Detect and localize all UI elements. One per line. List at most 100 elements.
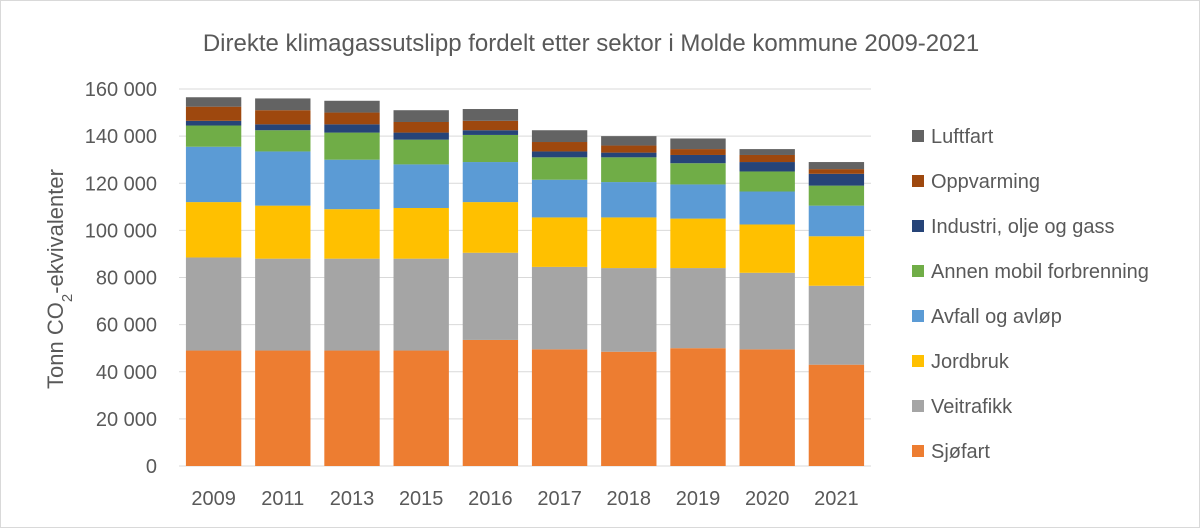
legend-swatch (912, 400, 924, 412)
bar-segment (462, 162, 519, 203)
x-tick-label: 2011 (261, 488, 304, 510)
bar-segment (255, 130, 311, 152)
bar-segment (462, 339, 519, 466)
bar-segment (531, 217, 588, 267)
bar-segment (531, 142, 588, 152)
bar-segment (393, 207, 449, 259)
bar-segment (393, 132, 449, 140)
x-tick-label: 2013 (330, 488, 375, 510)
bars (185, 97, 865, 466)
bar-segment (185, 146, 242, 203)
bar-segment (739, 171, 795, 192)
bar-segment (531, 130, 588, 143)
legend-label: Veitrafikk (931, 396, 1013, 418)
bar-segment (324, 258, 380, 351)
bar-segment (739, 162, 795, 172)
legend-swatch (912, 130, 924, 142)
bar-segment (393, 258, 449, 351)
bar-segment (393, 139, 449, 165)
y-tick-label: 80 000 (96, 268, 157, 290)
bar-segment (462, 130, 519, 135)
bar-segment (531, 179, 588, 218)
bar-segment (462, 120, 519, 131)
bar-segment (808, 169, 865, 174)
bar-segment (462, 109, 519, 121)
bar-segment (739, 349, 795, 466)
bar-segment (393, 121, 449, 133)
x-tick-label: 2020 (745, 488, 790, 510)
bar-segment (739, 154, 795, 163)
bar-segment (670, 163, 726, 185)
bar-segment (601, 136, 657, 146)
legend-label: Oppvarming (931, 171, 1040, 193)
bar-segment (601, 217, 657, 269)
chart-title: Direkte klimagassutslipp fordelt etter s… (203, 30, 979, 57)
y-tick-label: 60 000 (96, 315, 157, 337)
bar-segment (324, 209, 380, 259)
bar-segment (670, 138, 726, 150)
x-tick-label: 2015 (399, 488, 444, 510)
legend-swatch (912, 310, 924, 322)
legend-label: Industri, olje og gass (931, 216, 1114, 238)
y-axis-title-subscript: 2 (59, 294, 76, 302)
bar-segment (739, 149, 795, 155)
bar-segment (601, 268, 657, 352)
bar-segment (255, 258, 311, 351)
bar-segment (185, 120, 242, 126)
bar-segment (255, 124, 311, 131)
bar-segment (185, 350, 242, 466)
legend-label: Annen mobil forbrenning (931, 261, 1149, 283)
bar-segment (462, 252, 519, 340)
y-tick-label: 20 000 (96, 409, 157, 431)
bar-segment (185, 106, 242, 121)
bar-segment (601, 152, 657, 158)
bar-segment (255, 98, 311, 111)
bar-segment (531, 151, 588, 158)
legend-swatch (912, 220, 924, 232)
bar-segment (808, 236, 865, 286)
bar-segment (255, 205, 311, 259)
bar-segment (601, 351, 657, 466)
bar-segment (670, 149, 726, 155)
bar-segment (185, 257, 242, 351)
bar-segment (670, 348, 726, 466)
legend-label: Avfall og avløp (931, 306, 1062, 328)
bar-segment (531, 349, 588, 466)
bar-segment (808, 185, 865, 206)
bar-segment (324, 159, 380, 210)
x-tick-label: 2009 (191, 488, 236, 510)
bar-segment (185, 125, 242, 147)
legend-label: Sjøfart (931, 441, 990, 463)
bar-segment (670, 218, 726, 269)
bar-segment (531, 157, 588, 180)
y-tick-label: 100 000 (85, 220, 157, 242)
legend-swatch (912, 175, 924, 187)
legend-swatch (912, 265, 924, 277)
bar-segment (462, 134, 519, 163)
bar-segment (324, 132, 380, 160)
bar-segment (739, 272, 795, 350)
bar-segment (393, 350, 449, 466)
bar-segment (462, 202, 519, 253)
bar-segment (808, 364, 865, 466)
y-axis-ticks: 0 20 000 40 000 60 000 80 000 100 000 120 000 1… (85, 79, 157, 478)
bar-segment (255, 151, 311, 206)
bar-segment (255, 350, 311, 466)
bar-segment (324, 112, 380, 125)
bar-segment (601, 157, 657, 183)
bar-segment (739, 224, 795, 273)
bar-segment (670, 184, 726, 219)
x-axis-ticks: 2009 2011 2013 2015 2016 2017 2018 2019 2020 2021 (191, 488, 858, 510)
bar-segment (185, 97, 242, 107)
x-tick-label: 2018 (607, 488, 652, 510)
legend-swatch (912, 445, 924, 457)
bar-segment (324, 124, 380, 133)
bar-segment (601, 145, 657, 153)
bar-segment (255, 110, 311, 125)
x-tick-label: 2017 (537, 488, 582, 510)
y-tick-label: 120 000 (85, 173, 157, 195)
bar-segment (324, 100, 380, 113)
bar-segment (393, 164, 449, 208)
